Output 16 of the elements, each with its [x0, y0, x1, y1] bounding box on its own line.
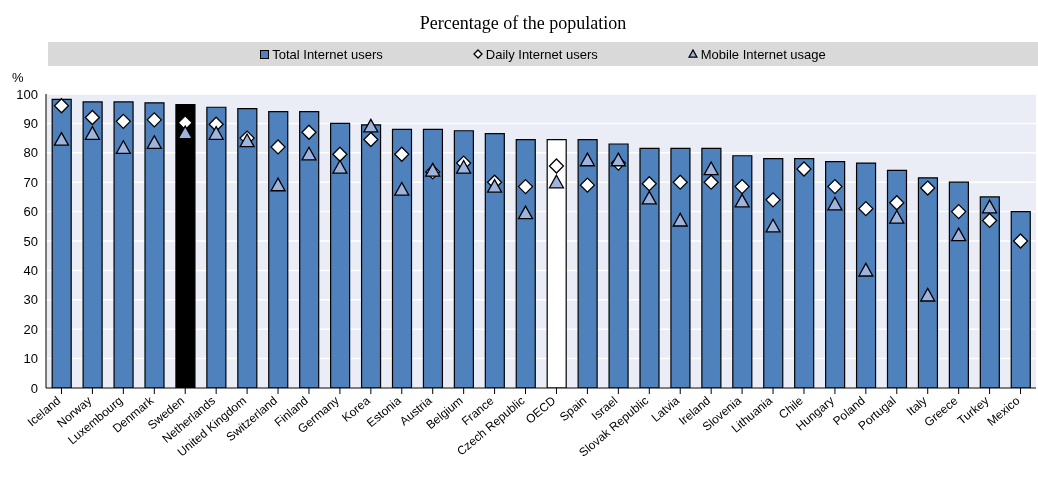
legend-label: Mobile Internet usage [700, 46, 826, 62]
legend-label: Total Internet users [272, 46, 383, 62]
legend-label: Daily Internet users [485, 46, 598, 62]
y-tick-label: 70 [23, 174, 38, 190]
y-tick-label: 20 [23, 321, 38, 337]
y-tick-label: 10 [23, 351, 38, 367]
y-tick-label: 80 [23, 145, 38, 161]
y-tick-label: 90 [23, 116, 38, 132]
y-tick-label: 60 [23, 204, 38, 220]
y-axis-title: % [12, 70, 24, 85]
y-tick-label: 100 [16, 86, 38, 102]
y-tick-label: 50 [23, 233, 38, 249]
chart-title: Percentage of the population [418, 12, 628, 35]
y-tick-label: 40 [23, 263, 38, 279]
y-tick-label: 30 [23, 292, 38, 308]
y-tick-label: 0 [30, 380, 38, 396]
